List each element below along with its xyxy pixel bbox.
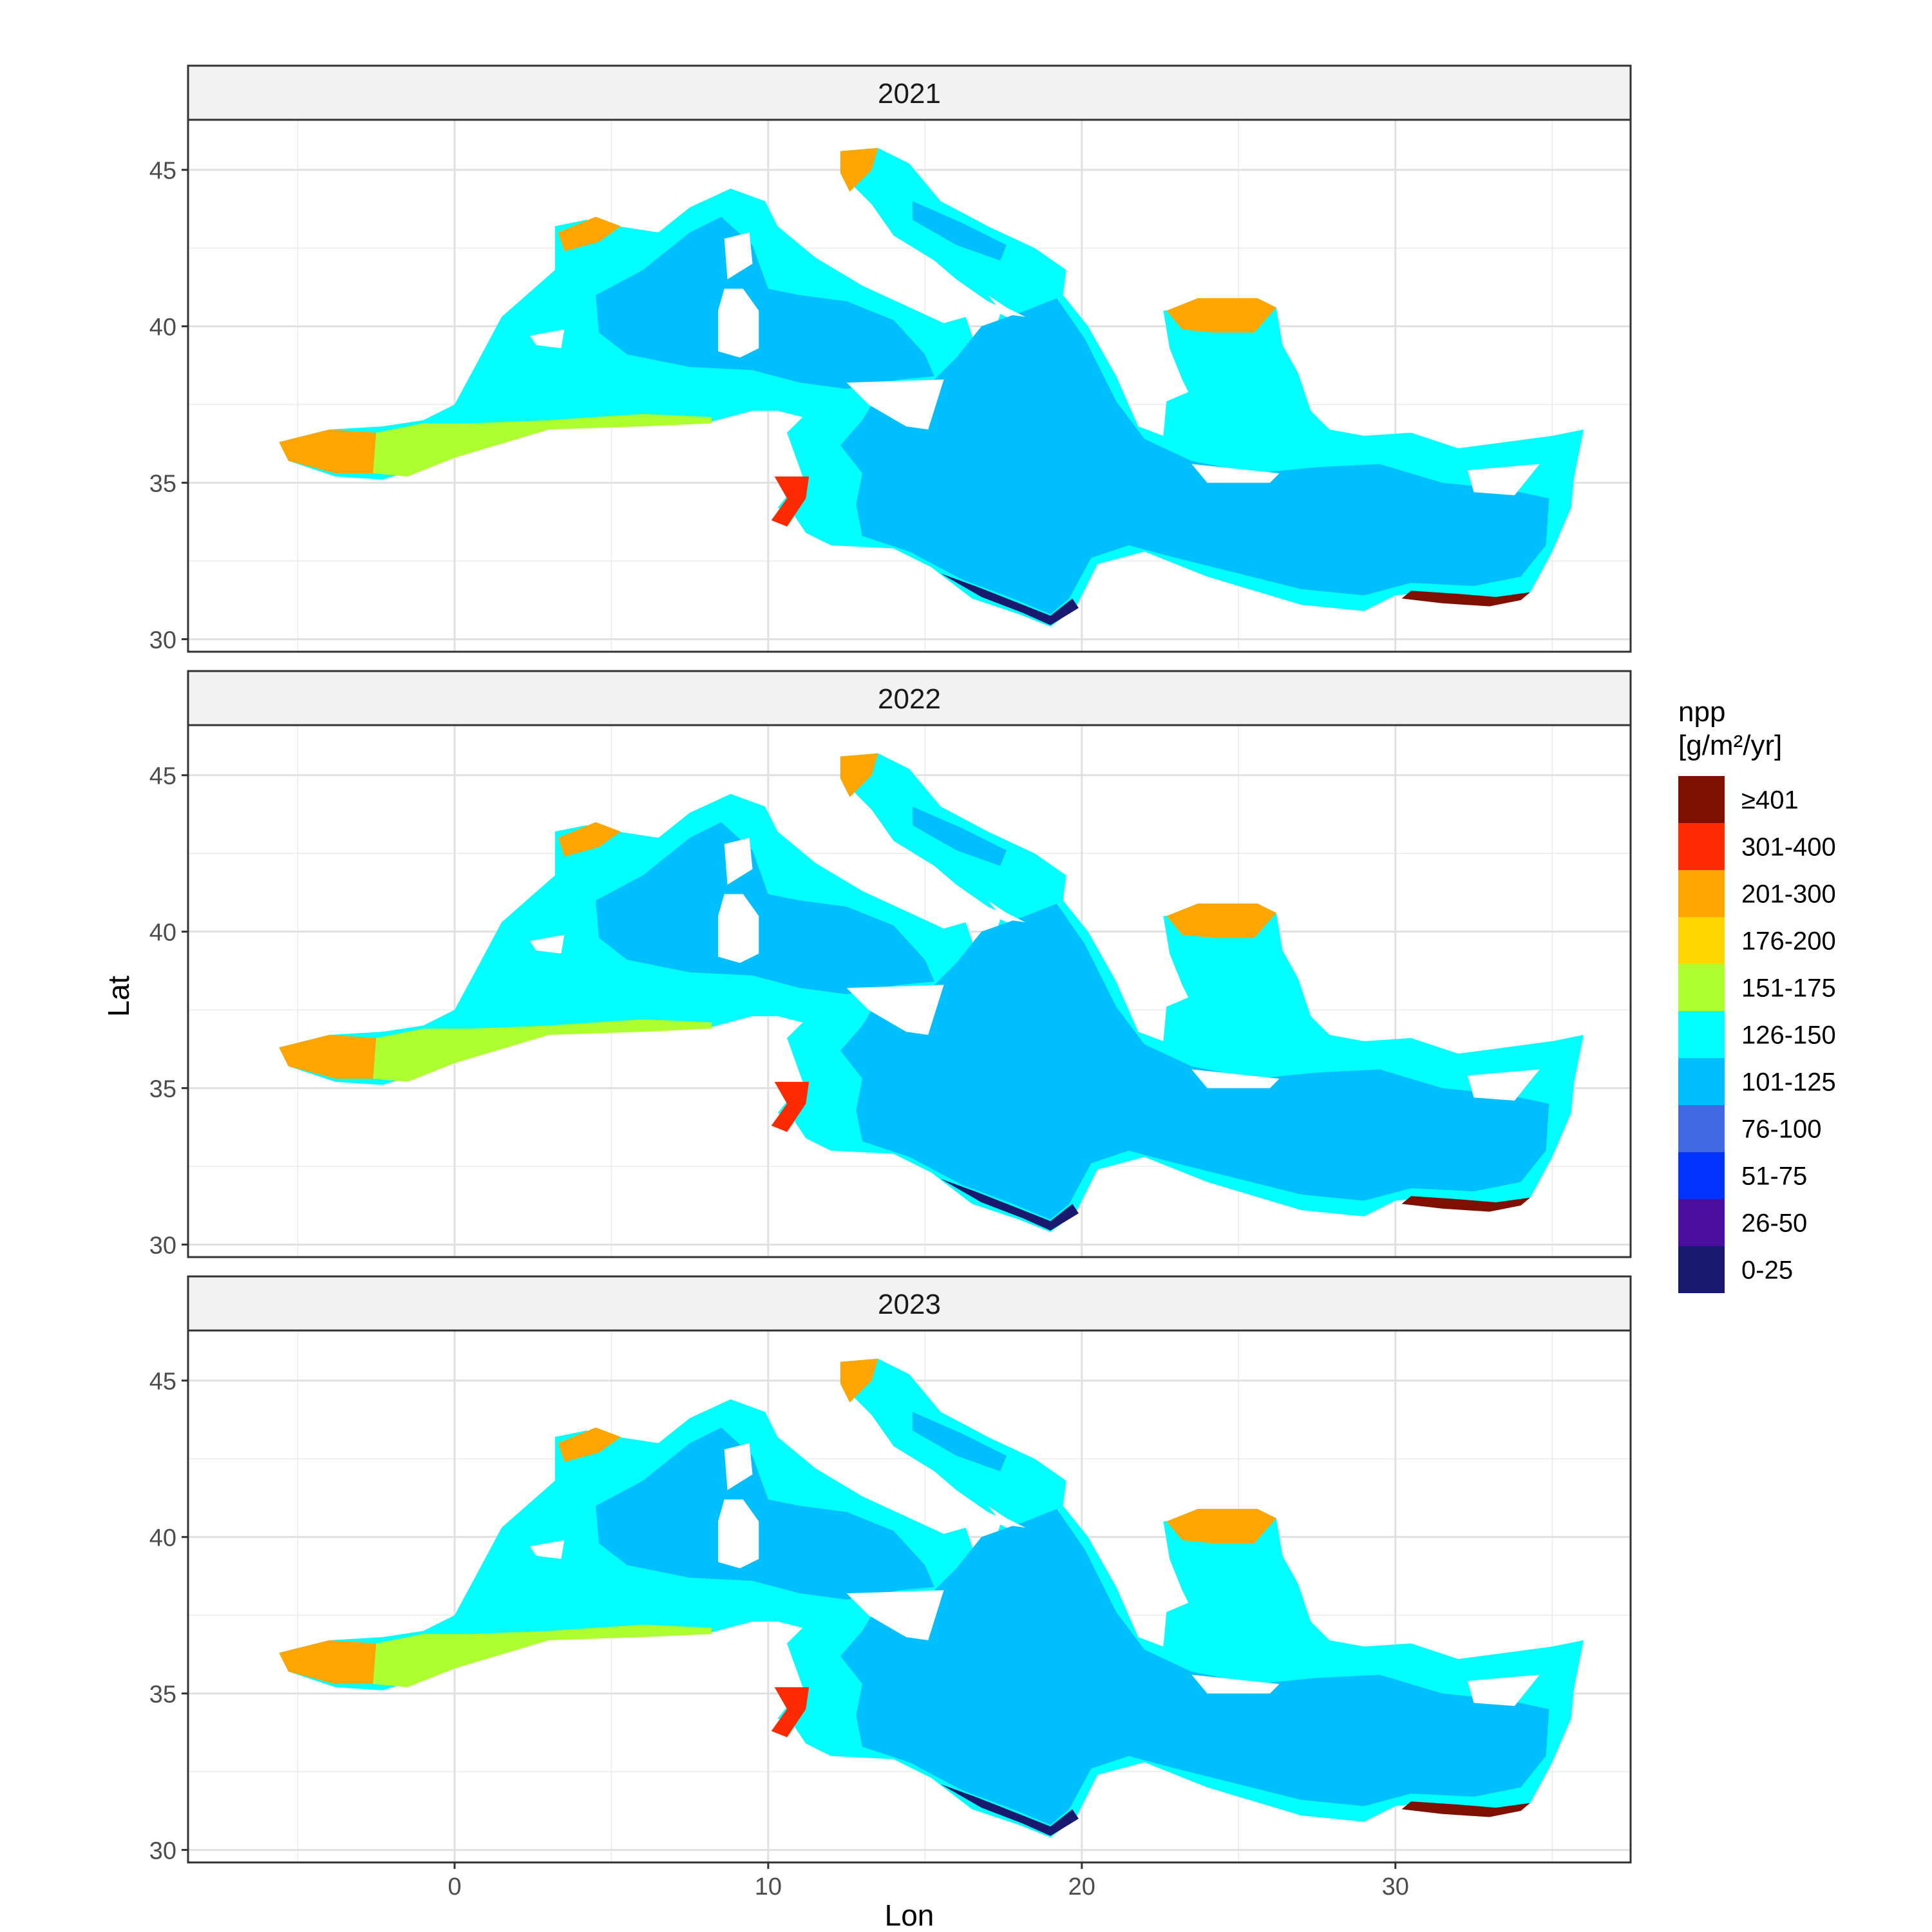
x-tick-label: 0 xyxy=(448,1873,461,1900)
y-tick-label: 35 xyxy=(149,1076,176,1103)
legend-key-label: 126-150 xyxy=(1741,1021,1836,1050)
y-tick-label: 35 xyxy=(149,471,176,498)
y-tick-label: 35 xyxy=(149,1681,176,1709)
legend-title-units: [g/m²/yr] xyxy=(1678,730,1782,761)
legend-key-label: 176-200 xyxy=(1741,927,1836,956)
legend-key-swatch xyxy=(1678,1011,1725,1058)
y-tick-label: 30 xyxy=(149,1838,176,1865)
legend-key-label: 201-300 xyxy=(1741,880,1836,909)
legend-key-label: 76-100 xyxy=(1741,1115,1822,1144)
legend-key-swatch xyxy=(1678,776,1725,823)
facet-panel-2023: 2023 30 35 40 45 0 10 20 30 xyxy=(149,1275,1632,1900)
legend-key-swatch xyxy=(1678,870,1725,917)
facet-strip xyxy=(187,670,1632,726)
legend-key-label: 151-175 xyxy=(1741,974,1836,1003)
y-tick-label: 30 xyxy=(149,627,176,654)
panel-border xyxy=(187,118,1632,653)
legend-key-swatch xyxy=(1678,1152,1725,1199)
legend-key-swatch xyxy=(1678,1246,1725,1293)
y-tick-label: 40 xyxy=(149,920,176,947)
x-tick-label: 20 xyxy=(1068,1873,1095,1900)
legend-key-label: 101-125 xyxy=(1741,1068,1836,1097)
facet-strip xyxy=(187,64,1632,121)
panel-border xyxy=(187,1329,1632,1864)
x-tick-label: 10 xyxy=(755,1873,782,1900)
y-tick-label: 45 xyxy=(149,1368,176,1396)
legend: npp [g/m²/yr] ≥401 301-400 201-300 176-200 1… xyxy=(1678,696,1836,1293)
facet-strip-label: 2021 xyxy=(878,78,941,109)
legend-title-npp: npp xyxy=(1678,696,1725,728)
facet-strip-label: 2022 xyxy=(878,683,941,715)
panel-border xyxy=(187,724,1632,1258)
y-tick-label: 30 xyxy=(149,1233,176,1260)
facet-panel-2021: 2021 30 35 40 45 xyxy=(149,64,1632,654)
x-tick-label: 30 xyxy=(1382,1873,1409,1900)
legend-key-label: 51-75 xyxy=(1741,1162,1807,1191)
y-tick-label: 45 xyxy=(149,763,176,790)
legend-key-label: 301-400 xyxy=(1741,833,1836,862)
y-tick-label: 40 xyxy=(149,314,176,341)
facet-strip xyxy=(187,1275,1632,1332)
x-axis-title: Lon xyxy=(885,1899,934,1932)
facet-strip-label: 2023 xyxy=(878,1289,941,1320)
legend-key-label: ≥401 xyxy=(1741,786,1799,815)
legend-key-swatch xyxy=(1678,964,1725,1011)
y-axis-title: Lat xyxy=(102,976,135,1017)
legend-key-swatch xyxy=(1678,1199,1725,1246)
legend-key-swatch xyxy=(1678,823,1725,870)
legend-key-label: 0-25 xyxy=(1741,1256,1793,1285)
legend-key-swatch xyxy=(1678,1105,1725,1152)
y-tick-label: 45 xyxy=(149,158,176,185)
facet-panel-2022: 2022 30 35 40 45 xyxy=(149,670,1632,1260)
legend-key-label: 26-50 xyxy=(1741,1209,1807,1238)
legend-key-swatch xyxy=(1678,917,1725,964)
legend-key-swatch xyxy=(1678,1058,1725,1105)
y-tick-label: 40 xyxy=(149,1525,176,1552)
